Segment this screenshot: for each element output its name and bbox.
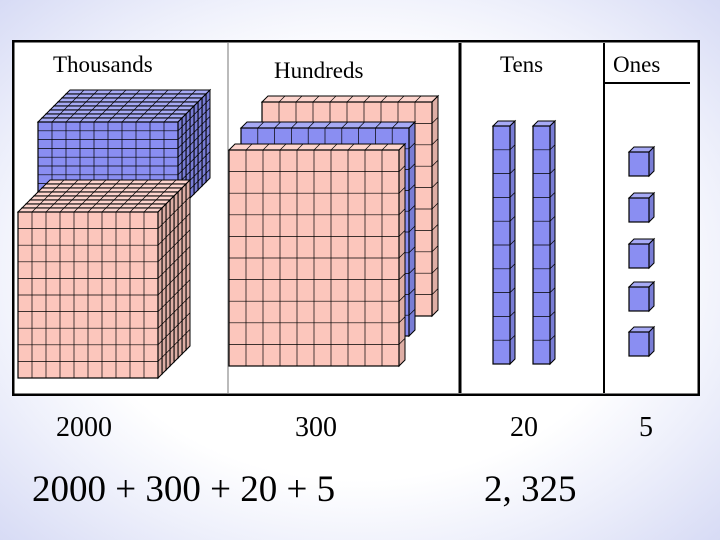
value-ones: 5 bbox=[639, 412, 653, 443]
ones-blocks bbox=[627, 145, 656, 358]
expanded-expression: 2000 + 300 + 20 + 5 bbox=[32, 469, 336, 510]
place-value-diagram bbox=[12, 40, 700, 396]
thousand-cube-front-layer bbox=[16, 206, 164, 380]
hundreds-blocks bbox=[227, 94, 440, 368]
ten-rod bbox=[491, 119, 517, 366]
thousands-blocks bbox=[16, 88, 212, 380]
ten-rod bbox=[531, 119, 557, 366]
value-thousands: 2000 bbox=[56, 412, 112, 443]
header-ones: Ones bbox=[613, 52, 661, 77]
base-ten-blocks bbox=[16, 88, 656, 380]
tens-blocks bbox=[491, 119, 557, 366]
header-hundreds: Hundreds bbox=[274, 58, 364, 83]
one-unit-cube bbox=[627, 280, 656, 313]
one-unit-cube bbox=[627, 191, 656, 224]
one-unit-cube bbox=[627, 325, 656, 358]
header-thousands: Thousands bbox=[53, 52, 153, 77]
one-unit-cube bbox=[627, 145, 656, 178]
hundred-flat bbox=[227, 142, 407, 368]
header-tens: Tens bbox=[500, 52, 544, 77]
standard-form-result: 2, 325 bbox=[484, 469, 577, 510]
one-unit-cube bbox=[627, 237, 656, 270]
value-hundreds: 300 bbox=[295, 412, 337, 443]
value-tens: 20 bbox=[510, 412, 538, 443]
